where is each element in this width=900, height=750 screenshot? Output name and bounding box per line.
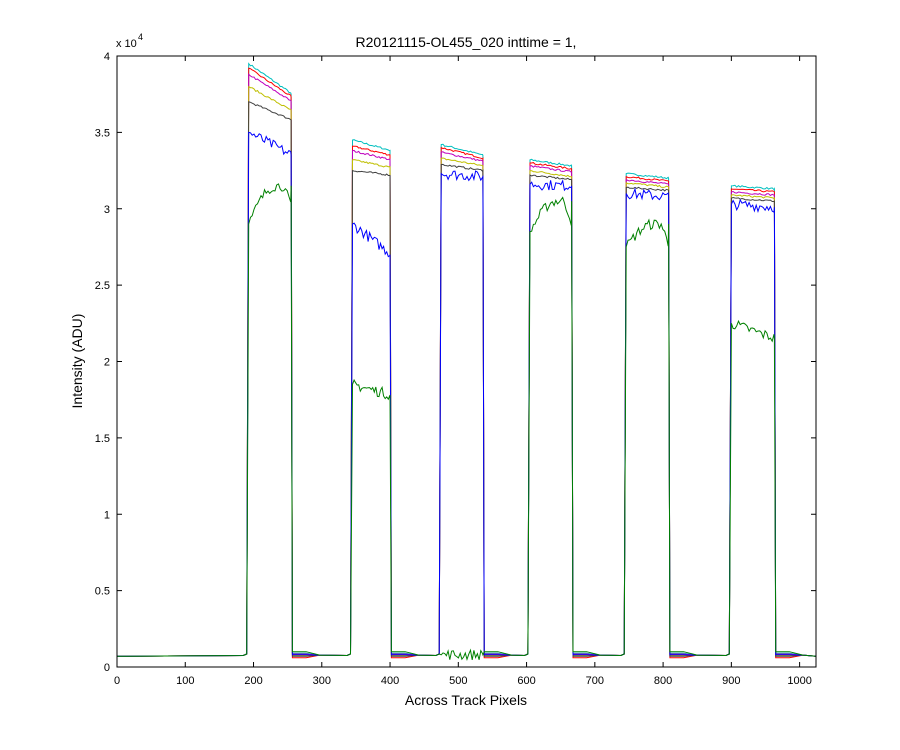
plot-area: [117, 56, 816, 667]
y-tick-label: 1: [104, 509, 110, 521]
y-multiplier-label: x 10: [116, 38, 137, 50]
y-tick-label: 2.5: [95, 280, 110, 292]
x-tick-label: 700: [586, 675, 604, 687]
chart-title: R20121115-OL455_020 inttime = 1,: [356, 34, 577, 50]
x-tick-label: 200: [244, 675, 262, 687]
y-tick-label: 4: [104, 51, 110, 63]
x-axis-label: Across Track Pixels: [405, 692, 527, 708]
x-axis: 0 100 200 300 400 500 600 700 800 900 1000: [114, 56, 812, 687]
x-tick-label: 1000: [787, 675, 811, 687]
x-tick-label: 500: [449, 675, 467, 687]
y-tick-label: 1.5: [95, 433, 110, 445]
x-tick-label: 400: [381, 675, 399, 687]
y-tick-label: 3: [104, 204, 110, 216]
x-tick-label: 100: [176, 675, 194, 687]
y-tick-label: 0: [104, 662, 110, 674]
x-tick-label: 600: [517, 675, 535, 687]
y-tick-label: 3.5: [95, 127, 110, 139]
series-line: [116, 183, 817, 661]
y-multiplier-exponent: 4: [138, 32, 143, 42]
series-layer: [116, 62, 817, 661]
y-axis: 0 0.5 1 1.5 2 2.5 3 3.5 4: [95, 51, 816, 674]
x-tick-label: 0: [114, 675, 120, 687]
x-tick-label: 800: [654, 675, 672, 687]
x-tick-label: 300: [313, 675, 331, 687]
y-tick-label: 0.5: [95, 586, 110, 598]
x-tick-label: 900: [722, 675, 740, 687]
y-tick-label: 2: [104, 357, 110, 369]
y-axis-label: Intensity (ADU): [69, 314, 85, 409]
